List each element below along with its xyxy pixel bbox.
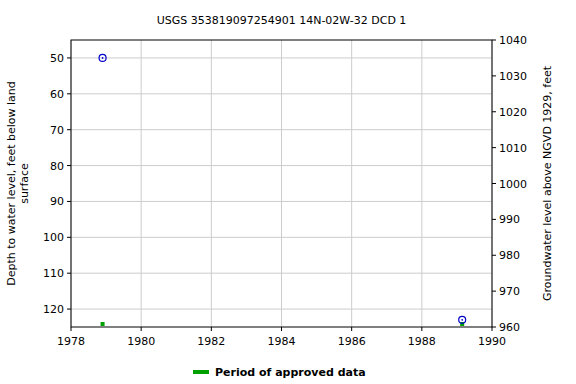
y-grid — [71, 93, 492, 94]
y-grid — [71, 309, 492, 310]
x-tick-label: 1990 — [478, 335, 506, 348]
y-tick-label: 50 — [50, 52, 64, 65]
y2-tick-label: 990 — [499, 213, 520, 226]
y2-tick — [492, 111, 496, 112]
x-grid — [421, 40, 422, 327]
legend-label: Period of approved data — [215, 366, 366, 379]
y-grid — [71, 237, 492, 238]
y2-tick-label: 960 — [499, 321, 520, 334]
y-grid — [71, 165, 492, 166]
y-label-line: Depth to water level, feet below land — [5, 81, 18, 286]
y2-tick — [492, 147, 496, 148]
y-grid — [71, 201, 492, 202]
x-grid — [141, 40, 142, 327]
x-tick — [492, 327, 493, 331]
y-tick — [67, 129, 71, 130]
x-tick-label: 1982 — [197, 335, 225, 348]
point-dot — [102, 57, 104, 59]
y2-tick-label: 980 — [499, 249, 520, 262]
x-grid — [351, 40, 352, 327]
y2-tick — [492, 183, 496, 184]
y-tick-label: 100 — [43, 231, 64, 244]
y2-tick-label: 970 — [499, 285, 520, 298]
point — [459, 316, 466, 323]
y2-tick-label: 1030 — [499, 70, 527, 83]
data-group — [99, 54, 466, 326]
y-tick — [67, 57, 71, 58]
y2-tick — [492, 327, 496, 328]
y2-tick-label: 1020 — [499, 106, 527, 119]
y-tick-label: 120 — [43, 303, 64, 316]
x-grid — [211, 40, 212, 327]
y2-label: Groundwater level above NGVD 1929, feet — [541, 65, 554, 301]
approved-period — [101, 322, 105, 326]
legend-swatch — [193, 370, 209, 374]
y-tick-label: 80 — [50, 160, 64, 173]
background — [0, 0, 576, 384]
y2-tick — [492, 75, 496, 76]
x-tick — [351, 327, 352, 331]
x-grid — [281, 40, 282, 327]
y-tick — [67, 93, 71, 94]
y-tick — [67, 273, 71, 274]
y-grid — [71, 57, 492, 58]
y-tick — [67, 237, 71, 238]
y-tick-label: 110 — [43, 267, 64, 280]
y2-tick-label: 1010 — [499, 142, 527, 155]
y-tick-label: 70 — [50, 124, 64, 137]
x-tick-label: 1980 — [127, 335, 155, 348]
y-tick — [67, 309, 71, 310]
y2-tick — [492, 255, 496, 256]
x-tick — [421, 327, 422, 331]
x-tick-label: 1988 — [408, 335, 436, 348]
x-tick — [211, 327, 212, 331]
y2-tick — [492, 291, 496, 292]
y-tick — [67, 201, 71, 202]
y-tick-label: 90 — [50, 195, 64, 208]
x-tick — [281, 327, 282, 331]
y-label: Depth to water level, feet below landsur… — [5, 81, 31, 286]
y-label-line: surface — [18, 163, 31, 204]
y2-tick — [492, 40, 496, 41]
y2-tick — [492, 219, 496, 220]
plot-frame — [71, 40, 492, 327]
y2-tick-label: 1040 — [499, 34, 527, 47]
y2-tick-label: 1000 — [499, 178, 527, 191]
x-tick — [71, 327, 72, 331]
y-tick-label: 60 — [50, 88, 64, 101]
point-dot — [461, 319, 463, 321]
chart: 1978 1980 1982 1984 1986 1988 1990 50 60 70 80 90 10… — [0, 0, 576, 384]
x-tick-label: 1984 — [268, 335, 296, 348]
point-ring — [459, 316, 466, 323]
point-ring — [99, 54, 106, 61]
x-tick-label: 1986 — [338, 335, 366, 348]
title: USGS 353819097254901 14N-02W-32 DCD 1 — [157, 14, 407, 27]
y-grid — [71, 273, 492, 274]
y-tick — [67, 165, 71, 166]
y-grid — [71, 129, 492, 130]
x-tick — [141, 327, 142, 331]
point — [99, 54, 106, 61]
x-tick-label: 1978 — [57, 335, 85, 348]
